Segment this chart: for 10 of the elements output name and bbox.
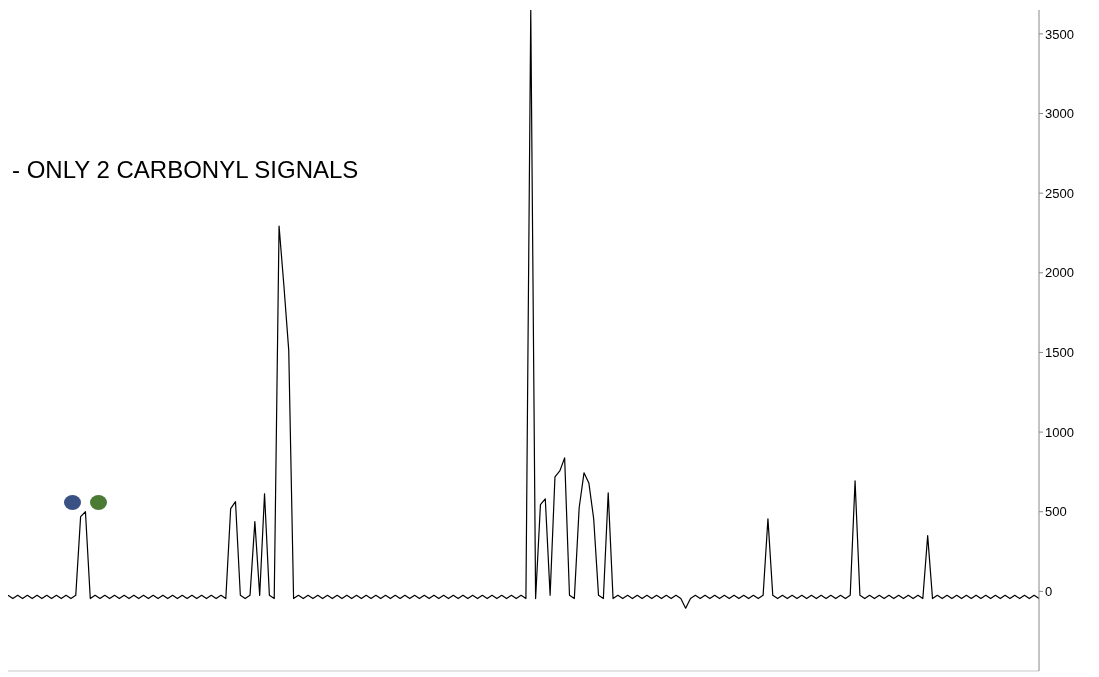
- y-tick-label: 500: [1045, 504, 1067, 520]
- line-series: [8, 10, 1040, 609]
- y-tick-label: 3500: [1045, 26, 1074, 42]
- y-tick-label: 2500: [1045, 185, 1074, 201]
- y-tick-label: 0: [1045, 583, 1053, 599]
- annotation: - ONLY 2 CARBONYL SIGNALS: [12, 156, 359, 184]
- y-tick-label: 2000: [1045, 265, 1074, 281]
- y-tick-label: 3000: [1045, 106, 1074, 122]
- y-tick-label: 1000: [1045, 424, 1074, 440]
- y-tick-label: 1500: [1045, 345, 1074, 361]
